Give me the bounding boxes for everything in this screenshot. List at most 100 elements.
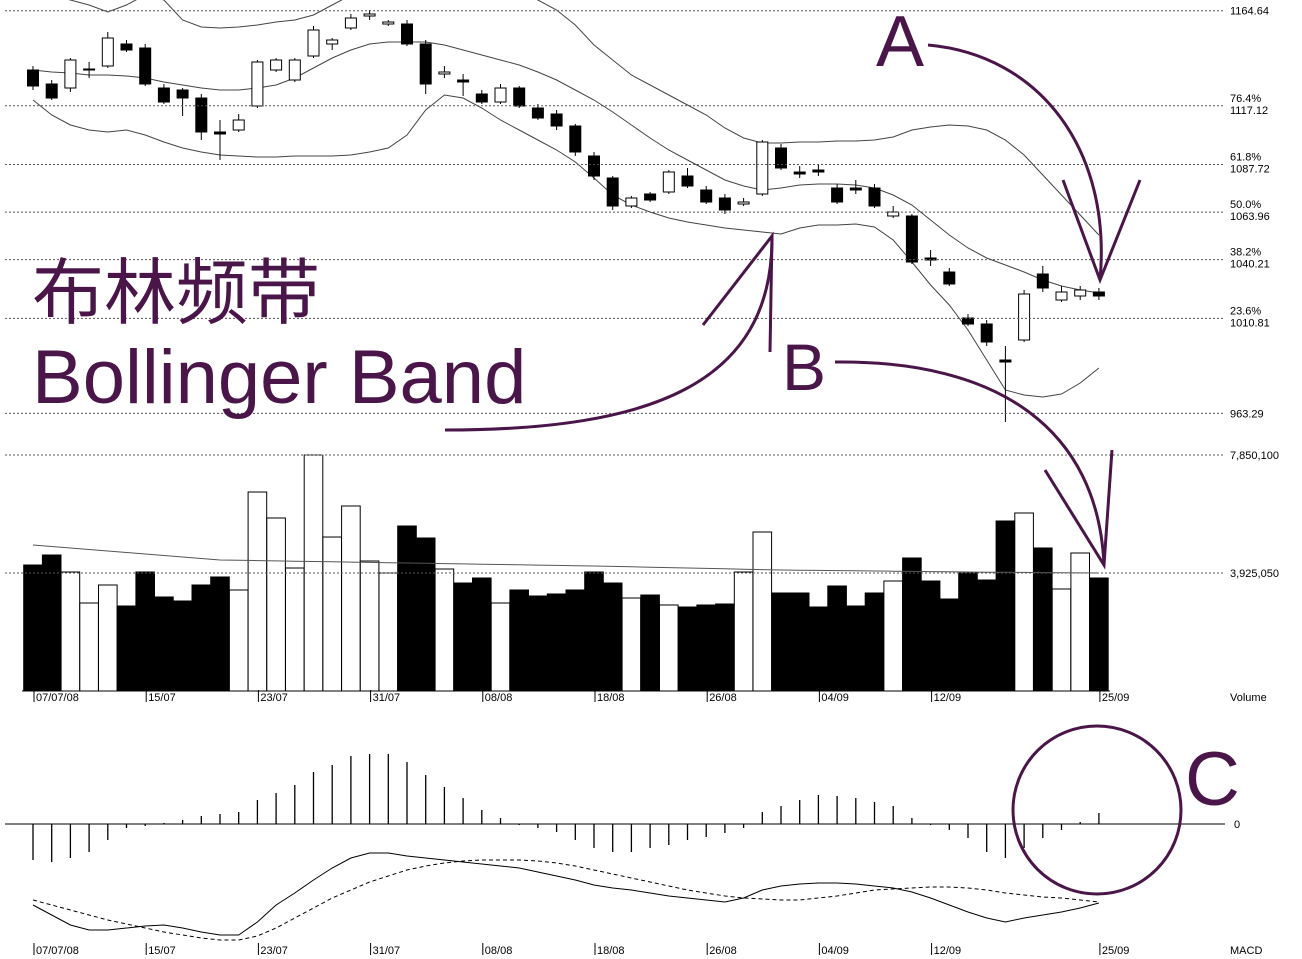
volume-bar [659, 604, 679, 692]
volume-bar [116, 605, 137, 692]
volume-bar [397, 525, 417, 692]
volume-bar [677, 606, 698, 692]
volume-bar [228, 589, 249, 692]
fib-ratio-label: 23.6% [1230, 305, 1261, 317]
y-tick-label: 1040.21 [1230, 259, 1270, 271]
candle-body [962, 317, 974, 325]
volume-bar [1033, 547, 1053, 692]
volume-bar [528, 595, 548, 692]
candle-body [27, 69, 39, 87]
macd-panel [5, 754, 1225, 862]
volume-bar [752, 531, 773, 692]
volume-bar [939, 598, 960, 692]
x-tick-label: 07/07/08 [36, 692, 79, 704]
volume-bar [341, 505, 361, 692]
price-panel [27, 0, 1105, 422]
candle-body [83, 68, 96, 71]
candle-body [868, 187, 881, 207]
volume-bar [415, 537, 436, 692]
arrow [444, 237, 774, 432]
candle-body [176, 89, 189, 99]
volume-bar [958, 572, 978, 692]
macd-lines [32, 852, 1100, 941]
volume-bar [285, 567, 305, 692]
volume-bar [172, 600, 193, 692]
candle-body [363, 13, 376, 17]
x-tick-label: 26/08 [709, 692, 737, 704]
candle-body [382, 21, 395, 25]
volume-bar [846, 605, 866, 692]
y-tick-label: 3,925,050 [1230, 568, 1279, 580]
volume-bar [210, 576, 230, 692]
candle-body [494, 87, 507, 103]
candle-body [943, 271, 956, 285]
volume-bar [1089, 577, 1109, 692]
candle-body [195, 97, 208, 133]
volume-bar [322, 536, 342, 692]
candle-body [700, 189, 713, 203]
candle-body [214, 131, 226, 135]
volume-bar [696, 604, 717, 692]
candle-body [1074, 289, 1087, 297]
annotation: A [876, 2, 924, 82]
candle-body [1092, 291, 1105, 297]
volume-bar [733, 571, 754, 692]
candle-body [139, 47, 152, 85]
arrows [444, 43, 1183, 896]
volume-bar [621, 597, 642, 692]
x-tick-label: 18/08 [597, 945, 625, 957]
candle-body [232, 119, 245, 131]
candle-body [737, 201, 750, 205]
volume-bar [920, 580, 941, 692]
annotation: C [1185, 737, 1240, 822]
x-tick-label: 08/08 [485, 945, 513, 957]
candle-body [793, 171, 806, 175]
arrow [834, 360, 1106, 566]
volume-bar [266, 517, 286, 692]
candle-body [999, 359, 1012, 363]
bollinger-lower [32, 94, 1100, 398]
x-tick-label: 12/09 [934, 945, 962, 957]
labels: 1164.64 76.4%1117.12 61.8%1087.72 50.0%1063… [5, 6, 1279, 957]
candle-body [64, 59, 77, 89]
y-tick-label: 7,850,100 [1230, 450, 1279, 462]
x-tick-label: 31/07 [373, 945, 401, 957]
volume-bar [976, 579, 997, 692]
volume-bar [1014, 512, 1034, 692]
x-tick-label: 08/08 [485, 692, 513, 704]
y-tick-label: 1087.72 [1230, 164, 1270, 176]
volume-bar [453, 582, 473, 692]
y-tick-label: 0 [1234, 819, 1240, 831]
volume-bar [135, 571, 155, 692]
axis-label: Volume [1230, 692, 1267, 704]
volume-bar [23, 564, 43, 692]
axis-label: MACD [1230, 945, 1262, 957]
volume-bar [154, 596, 174, 692]
x-tick-label: 25/09 [1102, 945, 1130, 957]
candle-body [531, 107, 544, 119]
volume-bar [378, 572, 399, 692]
candle-body [475, 93, 488, 103]
candle-body [812, 169, 825, 173]
arrow-head [1061, 179, 1142, 285]
candle-body [569, 125, 582, 153]
fib-ratio-label: 61.8% [1230, 152, 1261, 164]
volume-bar [771, 592, 791, 692]
volume-bar [79, 602, 99, 692]
volume-bar [1051, 588, 1072, 692]
candle-body [120, 43, 133, 51]
candle-body [1036, 273, 1049, 289]
volume-bar [808, 606, 829, 692]
candle-body [756, 141, 769, 195]
x-tick-label: 15/07 [148, 945, 176, 957]
candle-body [681, 175, 694, 187]
x-tick-label: 12/09 [934, 692, 962, 704]
y-tick-label: 1117.12 [1230, 105, 1268, 117]
candle-body [644, 193, 657, 201]
volume-bar [827, 585, 847, 692]
annotations: 布林频带 Bollinger Band A B C [32, 2, 1240, 896]
title: 布林频带 [32, 251, 320, 335]
volume-bar [509, 589, 529, 692]
volume-bar [602, 582, 623, 692]
